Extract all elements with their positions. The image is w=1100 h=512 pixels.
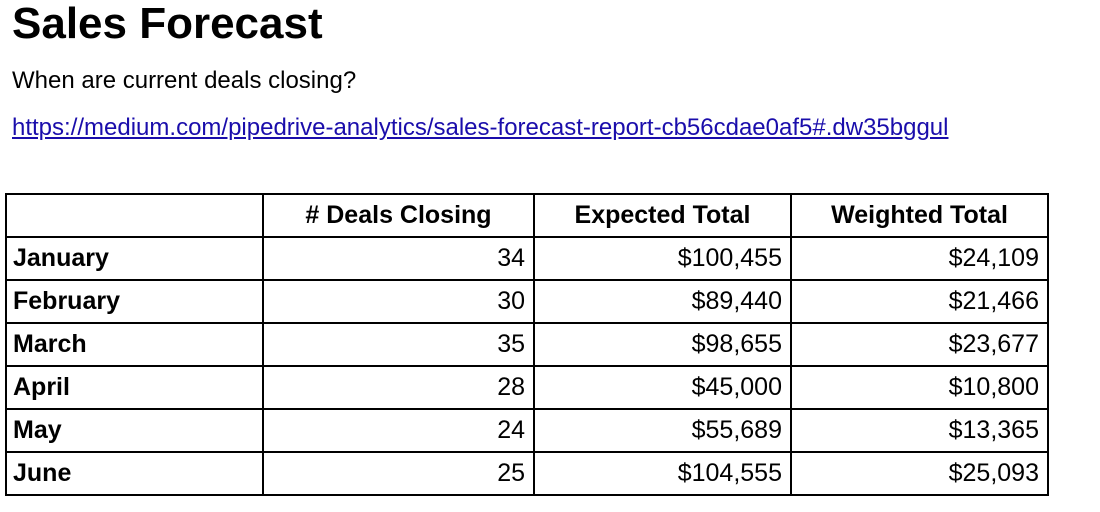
expected-cell: $100,455 [533, 236, 792, 281]
deals-cell: 25 [262, 451, 535, 496]
weighted-cell: $24,109 [790, 236, 1049, 281]
weighted-cell: $10,800 [790, 365, 1049, 410]
weighted-cell: $21,466 [790, 279, 1049, 324]
expected-cell: $98,655 [533, 322, 792, 367]
header-cell-empty [5, 193, 264, 238]
header-cell-expected-total: Expected Total [533, 193, 792, 238]
expected-cell: $55,689 [533, 408, 792, 453]
table-header-row: # Deals Closing Expected Total Weighted … [5, 193, 1049, 238]
deals-cell: 35 [262, 322, 535, 367]
forecast-table: # Deals Closing Expected Total Weighted … [5, 193, 1049, 496]
table-row: May 24 $55,689 $13,365 [5, 408, 1049, 453]
page-title: Sales Forecast [12, 0, 323, 48]
header-cell-weighted-total: Weighted Total [790, 193, 1049, 238]
weighted-cell: $23,677 [790, 322, 1049, 367]
deals-cell: 30 [262, 279, 535, 324]
month-cell: March [5, 322, 264, 367]
header-cell-deals-closing: # Deals Closing [262, 193, 535, 238]
month-cell: April [5, 365, 264, 410]
expected-cell: $45,000 [533, 365, 792, 410]
month-cell: June [5, 451, 264, 496]
table-row: February 30 $89,440 $21,466 [5, 279, 1049, 324]
page-subtitle: When are current deals closing? [12, 67, 357, 94]
table-row: January 34 $100,455 $24,109 [5, 236, 1049, 281]
weighted-cell: $25,093 [790, 451, 1049, 496]
weighted-cell: $13,365 [790, 408, 1049, 453]
month-cell: January [5, 236, 264, 281]
table-row: June 25 $104,555 $25,093 [5, 451, 1049, 496]
deals-cell: 34 [262, 236, 535, 281]
deals-cell: 24 [262, 408, 535, 453]
month-cell: May [5, 408, 264, 453]
table-row: March 35 $98,655 $23,677 [5, 322, 1049, 367]
source-link[interactable]: https://medium.com/pipedrive-analytics/s… [12, 114, 949, 141]
deals-cell: 28 [262, 365, 535, 410]
table-row: April 28 $45,000 $10,800 [5, 365, 1049, 410]
expected-cell: $104,555 [533, 451, 792, 496]
month-cell: February [5, 279, 264, 324]
expected-cell: $89,440 [533, 279, 792, 324]
